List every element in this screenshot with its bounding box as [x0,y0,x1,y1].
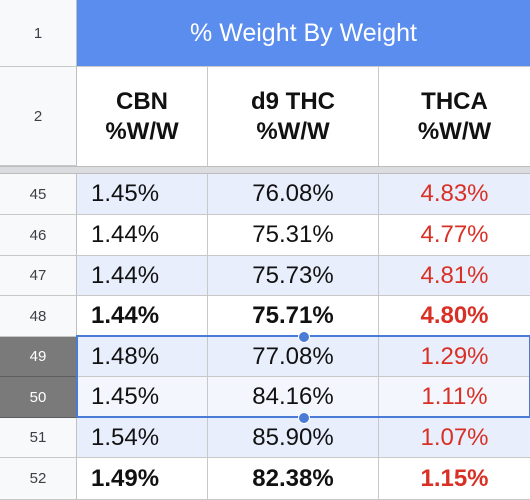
thca-cell[interactable]: 1.11% [379,377,530,418]
table-row: 49 1.48% 77.08% 1.29% [0,337,530,377]
d9-header-line2: %W/W [256,117,330,145]
table-row: 51 1.54% 85.90% 1.07% [0,418,530,458]
d9-header-line1: d9 THC [251,87,335,115]
thca-cell[interactable]: 1.15% [379,458,530,500]
cbn-header-line1: CBN [116,87,168,115]
column-header-d9-thc[interactable]: d9 THC %W/W [208,67,379,166]
d9-thc-cell[interactable]: 77.08% [208,337,379,377]
title-cell[interactable]: % Weight By Weight [77,0,530,67]
table-row: 50 1.45% 84.16% 1.11% [0,377,530,418]
d9-thc-cell[interactable]: 76.08% [208,174,379,215]
row-header-48[interactable]: 48 [0,296,77,337]
d9-thc-cell[interactable]: 84.16% [208,377,379,418]
cbn-cell[interactable]: 1.45% [77,174,208,215]
thca-cell[interactable]: 4.77% [379,215,530,256]
table-row: 45 1.45% 76.08% 4.83% [0,174,530,215]
cbn-cell[interactable]: 1.54% [77,418,208,458]
cbn-cell[interactable]: 1.49% [77,458,208,500]
column-header-thca[interactable]: THCA %W/W [379,67,530,166]
thca-cell[interactable]: 1.29% [379,337,530,377]
row-header-46[interactable]: 46 [0,215,77,256]
thca-cell[interactable]: 4.80% [379,296,530,337]
cbn-cell[interactable]: 1.48% [77,337,208,377]
table-row: 48 1.44% 75.71% 4.80% [0,296,530,337]
d9-thc-cell[interactable]: 85.90% [208,418,379,458]
d9-thc-cell[interactable]: 82.38% [208,458,379,500]
thca-header-line1: THCA [421,87,488,115]
table-row: 46 1.44% 75.31% 4.77% [0,215,530,256]
selection-top-handle[interactable] [298,331,310,343]
header-row-2: 2 CBN %W/W d9 THC %W/W THCA %W/W [0,67,530,166]
cbn-cell[interactable]: 1.44% [77,256,208,296]
d9-thc-cell[interactable]: 75.31% [208,215,379,256]
row-header-50[interactable]: 50 [0,377,77,418]
row-header-51[interactable]: 51 [0,418,77,458]
row-header-47[interactable]: 47 [0,256,77,296]
cbn-cell[interactable]: 1.44% [77,296,208,337]
row-header-1[interactable]: 1 [0,0,77,67]
row-header-45[interactable]: 45 [0,174,77,215]
thca-cell[interactable]: 4.81% [379,256,530,296]
frozen-rows-divider[interactable] [0,166,530,174]
table-row: 47 1.44% 75.73% 4.81% [0,256,530,296]
cbn-cell[interactable]: 1.45% [77,377,208,418]
header-row-1: 1 % Weight By Weight [0,0,530,67]
row-header-2[interactable]: 2 [0,67,77,166]
cbn-header-line2: %W/W [105,117,179,145]
thca-cell[interactable]: 4.83% [379,174,530,215]
row-header-49[interactable]: 49 [0,337,77,377]
d9-thc-cell[interactable]: 75.71% [208,296,379,337]
thca-cell[interactable]: 1.07% [379,418,530,458]
cbn-cell[interactable]: 1.44% [77,215,208,256]
d9-thc-cell[interactable]: 75.73% [208,256,379,296]
selection-bottom-handle[interactable] [298,412,310,424]
table-row: 52 1.49% 82.38% 1.15% [0,458,530,500]
thca-header-line2: %W/W [417,117,492,145]
row-header-52[interactable]: 52 [0,458,77,500]
column-header-cbn[interactable]: CBN %W/W [77,67,208,166]
